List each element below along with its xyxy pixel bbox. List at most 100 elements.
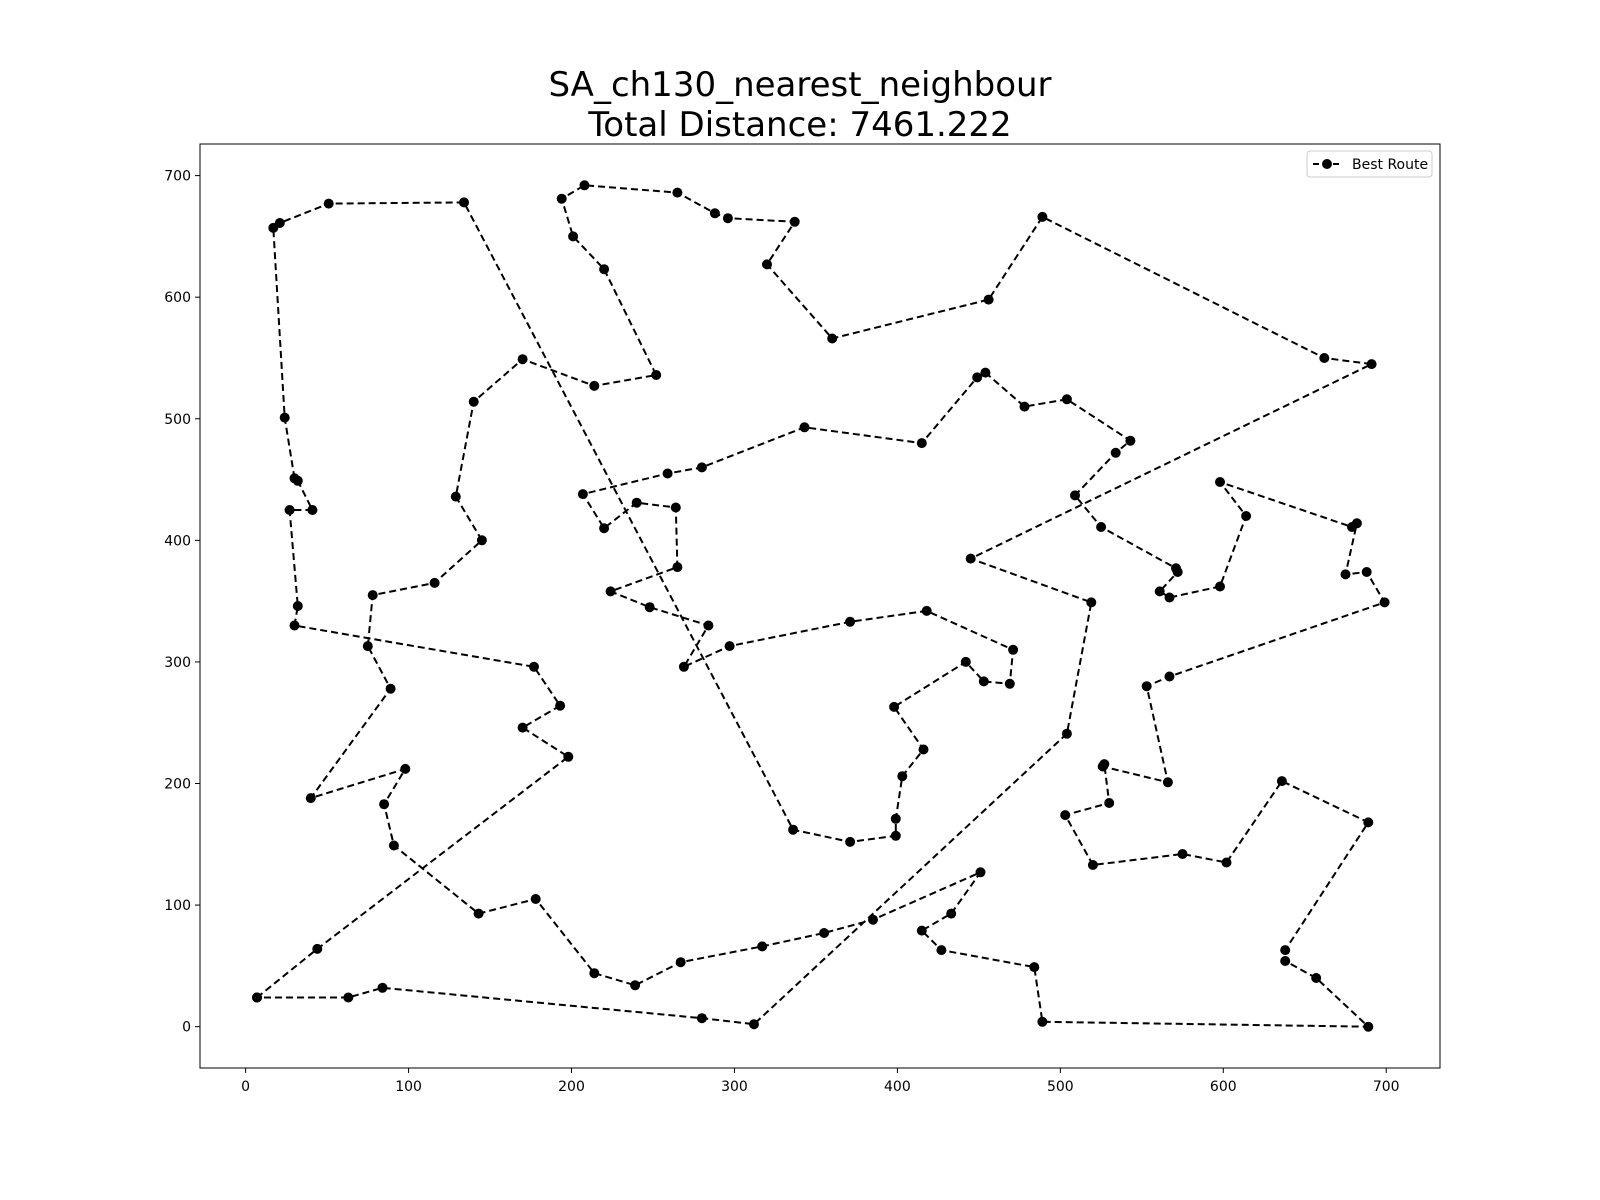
route-point bbox=[1110, 447, 1121, 458]
y-tick-label: 600 bbox=[164, 290, 191, 306]
route-point bbox=[252, 992, 262, 1003]
route-point bbox=[936, 945, 947, 956]
chart-title-line-1: SA_ch130_nearest_neighbour bbox=[548, 65, 1051, 105]
legend-marker-sample bbox=[1322, 159, 1332, 169]
route-point bbox=[289, 620, 300, 631]
route-point bbox=[556, 193, 567, 204]
route-point bbox=[599, 523, 610, 534]
route-point bbox=[563, 751, 574, 762]
route-point bbox=[517, 722, 528, 733]
route-point bbox=[343, 992, 354, 1003]
route-point bbox=[305, 793, 316, 804]
route-point bbox=[965, 553, 976, 564]
route-point bbox=[388, 840, 399, 851]
y-tick-label: 300 bbox=[164, 655, 191, 671]
route-series bbox=[252, 180, 1390, 1032]
x-tick-label: 200 bbox=[558, 1079, 585, 1095]
route-point bbox=[1379, 597, 1390, 608]
y-tick-label: 500 bbox=[164, 412, 191, 428]
route-point bbox=[459, 197, 469, 208]
route-point bbox=[724, 641, 735, 652]
route-point bbox=[555, 700, 566, 711]
x-tick-label: 400 bbox=[884, 1079, 911, 1095]
route-point bbox=[703, 620, 714, 631]
route-point bbox=[921, 605, 932, 616]
route-point bbox=[312, 943, 323, 954]
plot-area-frame bbox=[199, 143, 1441, 1069]
route-point bbox=[709, 208, 720, 219]
route-point bbox=[1061, 394, 1072, 405]
route-point bbox=[1177, 849, 1188, 859]
route-point bbox=[1004, 678, 1015, 689]
route-point bbox=[651, 370, 662, 380]
y-tick-label: 700 bbox=[164, 169, 191, 185]
route-point bbox=[476, 535, 487, 546]
route-point bbox=[983, 294, 994, 305]
legend-label: Best Route bbox=[1352, 157, 1428, 173]
route-point bbox=[385, 683, 396, 694]
route-point bbox=[696, 1013, 707, 1024]
route-line bbox=[256, 184, 1387, 1028]
route-point bbox=[819, 928, 830, 938]
x-tick-label: 500 bbox=[1047, 1079, 1074, 1095]
route-point bbox=[1087, 860, 1098, 870]
route-point bbox=[468, 396, 479, 407]
route-point bbox=[1104, 798, 1115, 808]
route-point bbox=[367, 590, 378, 601]
route-point bbox=[890, 830, 901, 841]
route-point bbox=[589, 380, 600, 391]
route-point bbox=[696, 462, 707, 473]
route-point bbox=[1141, 681, 1152, 692]
route-point bbox=[1215, 477, 1225, 487]
route-point bbox=[284, 505, 295, 515]
route-point bbox=[1361, 567, 1372, 577]
route-point bbox=[1019, 401, 1030, 412]
route-point bbox=[1086, 597, 1097, 608]
route-point bbox=[1276, 776, 1287, 787]
x-tick-label: 100 bbox=[395, 1079, 422, 1095]
route-point bbox=[1162, 777, 1173, 788]
route-point bbox=[1154, 586, 1165, 597]
y-tick-label: 100 bbox=[164, 898, 191, 914]
route-point bbox=[1280, 945, 1291, 956]
route-point bbox=[1008, 644, 1019, 655]
route-point bbox=[916, 438, 927, 449]
x-tick-label: 700 bbox=[1373, 1079, 1400, 1095]
route-point bbox=[400, 763, 411, 774]
route-point bbox=[1099, 759, 1110, 770]
route-point bbox=[1037, 1016, 1048, 1027]
route-point bbox=[1125, 435, 1136, 446]
route-point bbox=[450, 491, 461, 502]
route-point bbox=[672, 187, 683, 198]
route-point bbox=[675, 957, 686, 968]
y-tick-label: 0 bbox=[182, 1020, 191, 1036]
route-point bbox=[897, 771, 908, 782]
route-point bbox=[631, 497, 642, 508]
route-point bbox=[799, 422, 810, 433]
route-point bbox=[1221, 857, 1232, 868]
route-point bbox=[1037, 211, 1048, 222]
route-point bbox=[377, 982, 388, 993]
route-point bbox=[1311, 973, 1322, 983]
route-point bbox=[1280, 956, 1291, 966]
route-point bbox=[1351, 518, 1362, 529]
route-point bbox=[1241, 511, 1252, 521]
y-tick-label: 400 bbox=[164, 533, 191, 549]
route-point bbox=[975, 867, 986, 878]
route-point bbox=[1164, 671, 1175, 682]
route-point bbox=[678, 661, 689, 672]
route-point bbox=[605, 586, 616, 597]
route-point bbox=[722, 213, 733, 224]
route-point bbox=[1164, 592, 1175, 603]
route-point bbox=[890, 813, 901, 824]
y-tick-label: 200 bbox=[164, 777, 191, 793]
axis-ticks: 0 100 200 300 400 500 600 700 0 100 200 300 400 500 60… bbox=[164, 169, 1399, 1095]
route-point bbox=[630, 980, 641, 991]
route-point bbox=[1340, 569, 1351, 580]
route-point bbox=[323, 198, 334, 209]
route-point bbox=[579, 180, 590, 191]
route-point bbox=[589, 968, 600, 979]
route-point bbox=[568, 231, 579, 242]
route-point bbox=[289, 473, 300, 484]
